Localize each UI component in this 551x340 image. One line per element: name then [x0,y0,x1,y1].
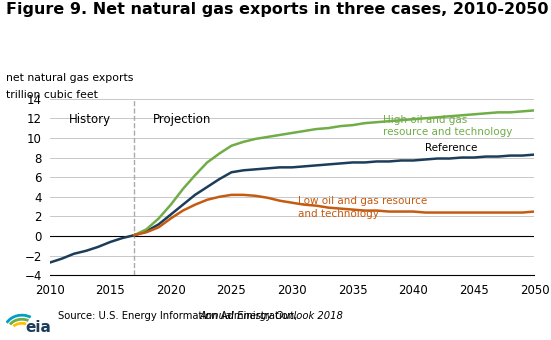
Text: net natural gas exports: net natural gas exports [6,73,133,83]
Text: Source: U.S. Energy Information Administration,: Source: U.S. Energy Information Administ… [58,311,300,321]
Text: Low oil and gas resource
and technology: Low oil and gas resource and technology [298,197,428,219]
Text: Annual Energy Outlook 2018: Annual Energy Outlook 2018 [199,311,343,321]
Text: trillion cubic feet: trillion cubic feet [6,90,98,100]
Text: High oil and gas
resource and technology: High oil and gas resource and technology [383,115,512,137]
Text: History: History [68,113,111,126]
Text: Projection: Projection [153,113,211,126]
Text: eia: eia [25,320,51,335]
Text: Reference: Reference [425,143,478,153]
Text: Figure 9. Net natural gas exports in three cases, 2010-2050: Figure 9. Net natural gas exports in thr… [6,2,548,17]
